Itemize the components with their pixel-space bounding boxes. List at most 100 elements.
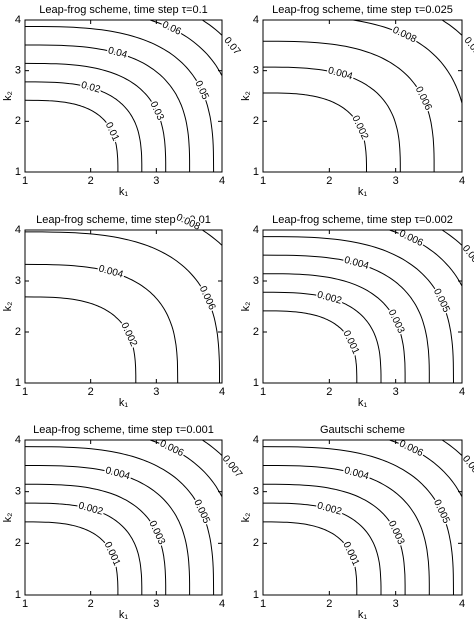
contour-label: 0.008 — [391, 25, 419, 46]
contour-label: 0.004 — [97, 263, 124, 280]
contours — [263, 20, 462, 172]
contour-label: 0.05 — [192, 79, 210, 102]
y-tick-label: 4 — [15, 14, 21, 26]
contour-label: 0.002 — [118, 321, 139, 349]
contour-line — [263, 446, 454, 595]
panel-title: Gautschi scheme — [320, 424, 405, 436]
y-tick-label: 4 — [15, 224, 21, 236]
x-tick-label: 2 — [88, 598, 94, 610]
contour-label: 0.01 — [103, 121, 121, 144]
contour-line — [25, 296, 137, 383]
contour-line — [201, 230, 222, 247]
contour-line — [263, 40, 435, 172]
x-tick-label: 2 — [326, 598, 332, 610]
panel-title: Leap-frog scheme, time step τ=0.025 — [272, 4, 453, 16]
axes-frame — [24, 19, 223, 173]
contour-line — [263, 310, 358, 383]
contour-line — [25, 231, 220, 383]
axes-frame — [262, 229, 463, 384]
x-tick-label: 4 — [459, 598, 465, 610]
axes-frame — [24, 229, 223, 384]
contour-label: 0.003 — [146, 519, 167, 547]
y-tick-label: 3 — [253, 486, 259, 498]
y-tick-label: 4 — [253, 224, 259, 236]
contour-label: 0.006 — [397, 438, 425, 459]
contour-label: 0.006 — [158, 438, 186, 459]
contour-label: 0.03 — [148, 100, 166, 123]
contour-line — [263, 502, 382, 595]
contour-label: 0.007 — [220, 454, 245, 481]
contour-line — [263, 254, 430, 383]
contour-line — [25, 465, 191, 595]
contour-label: 0.001 — [340, 540, 361, 568]
x-tick-label: 3 — [393, 386, 399, 398]
y-tick-label: 1 — [253, 166, 259, 178]
contour-label: 0.006 — [413, 85, 434, 113]
contour-line — [263, 465, 430, 595]
x-tick-label: 4 — [459, 175, 465, 187]
contour-line — [387, 230, 462, 288]
y-tick-label: 1 — [253, 377, 259, 389]
contour-label: 0.002 — [349, 114, 370, 142]
contour-line — [263, 273, 406, 383]
y-tick-label: 3 — [253, 65, 259, 77]
y-tick-label: 4 — [15, 434, 21, 446]
x-tick-label: 2 — [326, 386, 332, 398]
contour-line — [201, 20, 222, 37]
contour-label: 0.002 — [316, 500, 343, 517]
contour-label: 0.006 — [397, 228, 425, 249]
contour-line — [263, 66, 401, 172]
y-tick-label: 3 — [15, 65, 21, 77]
contour-line — [25, 483, 167, 595]
y-tick-label: 2 — [15, 115, 21, 127]
y-tick-label: 3 — [15, 275, 21, 287]
contour-line — [263, 92, 367, 172]
contour-line — [441, 230, 462, 247]
contour-line — [263, 291, 382, 383]
x-tick-label: 1 — [260, 386, 266, 398]
y-axis-label: k₂ — [240, 513, 252, 523]
y-tick-label: 2 — [253, 537, 259, 549]
panel-title: Leap-frog scheme, time step τ=0.001 — [33, 424, 214, 436]
y-axis-label: k₂ — [2, 91, 14, 101]
contour-line — [441, 440, 462, 457]
contour-label: 0.001 — [340, 329, 361, 357]
contour-label: 0.006 — [197, 284, 218, 312]
contour-line — [25, 502, 143, 595]
x-tick-label: 2 — [326, 175, 332, 187]
x-tick-label: 4 — [219, 175, 225, 187]
axes-frame — [262, 19, 463, 173]
contour-label: 0.001 — [102, 540, 123, 568]
x-tick-label: 3 — [153, 175, 159, 187]
contours — [263, 230, 462, 383]
x-axis-label: k₁ — [119, 186, 129, 198]
contour-line — [25, 446, 215, 595]
x-axis-label: k₁ — [358, 397, 368, 409]
contour-label: 0.005 — [431, 287, 452, 315]
x-tick-label: 1 — [260, 175, 266, 187]
x-tick-label: 1 — [260, 598, 266, 610]
x-axis-label: k₁ — [119, 397, 129, 409]
contours — [25, 440, 222, 595]
x-axis-label: k₁ — [358, 186, 368, 198]
contour-line — [148, 440, 222, 498]
contour-line — [263, 521, 358, 595]
panel: Leap-frog scheme, time step τ=0.025 k₁ k₂ 1… — [240, 4, 474, 198]
y-tick-label: 1 — [15, 377, 21, 389]
y-axis-label: k₂ — [240, 302, 252, 312]
contours — [263, 440, 462, 595]
contour-line — [25, 44, 191, 172]
y-tick-label: 2 — [15, 537, 21, 549]
panel-title: Leap-frog scheme, time step τ=0.1 — [39, 4, 208, 16]
y-axis-label: k₂ — [240, 91, 252, 101]
contours — [25, 20, 222, 172]
contour-label: 0.003 — [386, 308, 407, 336]
contour-line — [148, 20, 222, 77]
y-axis-label: k₂ — [2, 513, 14, 523]
y-tick-label: 4 — [253, 14, 259, 26]
x-tick-label: 4 — [459, 386, 465, 398]
panel: Gautschi scheme k₁ k₂ 1 2 3 4 1 2 3 4 0.001 0.002 0.0… — [240, 424, 474, 621]
x-tick-label: 3 — [153, 598, 159, 610]
y-tick-label: 3 — [253, 275, 259, 287]
